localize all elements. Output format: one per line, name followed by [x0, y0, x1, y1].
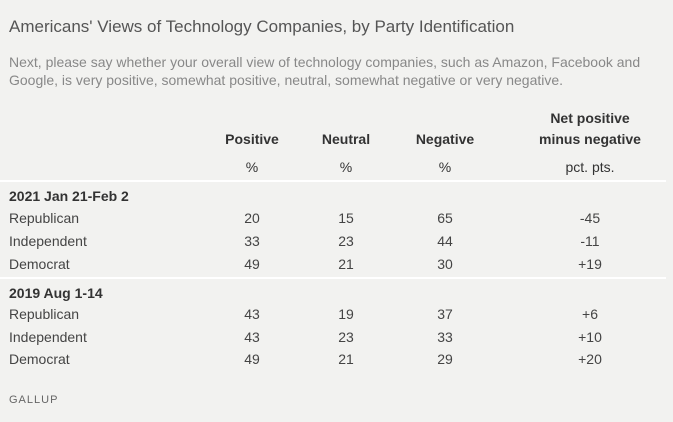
column-header-net-line1: Net positive	[550, 110, 630, 126]
column-unit-positive: %	[245, 159, 259, 175]
row-label: Democrat	[9, 351, 70, 367]
column-header-net-line2: minus negative	[539, 131, 641, 147]
header-divider	[0, 180, 666, 182]
cell-neutral: 23	[338, 233, 354, 249]
cell-positive: 43	[244, 306, 260, 322]
row-label: Independent	[9, 233, 87, 249]
cell-positive: 49	[244, 256, 260, 272]
section-label: 2021 Jan 21-Feb 2	[9, 188, 129, 204]
cell-net: +20	[578, 351, 602, 367]
source-logo: GALLUP	[9, 394, 59, 406]
cell-net: +19	[578, 256, 602, 272]
column-unit-net: pct. pts.	[565, 159, 615, 175]
cell-negative: 44	[437, 233, 453, 249]
row-label: Independent	[9, 329, 87, 345]
cell-neutral: 21	[338, 256, 354, 272]
cell-neutral: 15	[338, 210, 354, 226]
row-label: Republican	[9, 210, 80, 226]
row-label: Republican	[9, 306, 80, 322]
cell-net: +10	[578, 329, 602, 345]
cell-negative: 37	[437, 306, 453, 322]
cell-net: -11	[580, 233, 600, 249]
cell-net: -45	[579, 210, 601, 226]
cell-negative: 30	[437, 256, 453, 272]
section-label: 2019 Aug 1-14	[9, 285, 103, 301]
cell-neutral: 23	[338, 329, 354, 345]
cell-positive: 20	[244, 210, 260, 226]
question-text: Next, please say whether your overall vi…	[9, 54, 641, 88]
cell-negative: 29	[437, 351, 453, 367]
cell-net: +6	[582, 306, 598, 322]
cell-neutral: 19	[338, 306, 354, 322]
cell-neutral: 21	[338, 351, 354, 367]
cell-negative: 33	[437, 329, 453, 345]
cell-positive: 49	[244, 351, 260, 367]
page-title: Americans' Views of Technology Companies…	[9, 17, 515, 36]
column-unit-negative: %	[438, 159, 452, 175]
cell-positive: 33	[244, 233, 260, 249]
column-header-positive: Positive	[225, 131, 279, 147]
column-header-negative: Negative	[415, 131, 475, 147]
row-label: Democrat	[9, 256, 70, 272]
column-header-neutral: Neutral	[321, 131, 371, 147]
section-divider	[0, 277, 666, 279]
cell-negative: 65	[437, 210, 453, 226]
column-unit-neutral: %	[339, 159, 353, 175]
cell-positive: 43	[244, 329, 260, 345]
